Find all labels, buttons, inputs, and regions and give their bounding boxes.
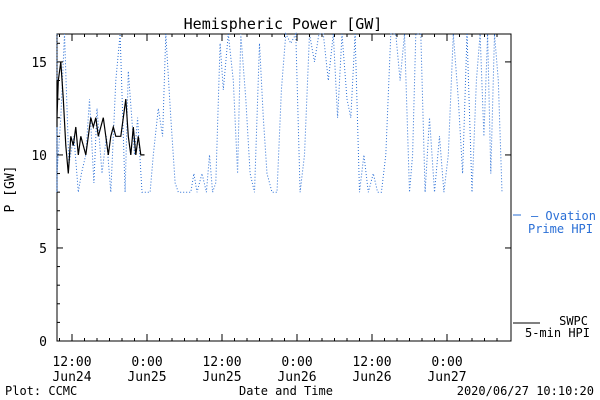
x-tick-time-4: 12:00 (352, 355, 391, 370)
y-tick-label-0: 0 (39, 335, 47, 350)
series-layer (56, 32, 503, 193)
legend-label-ovation-line2: Prime HPI (528, 222, 593, 236)
x-tick-time-2: 12:00 (202, 355, 241, 370)
legend-entry-ovation: — Ovation Prime HPI (513, 209, 596, 236)
plot-frame (56, 33, 512, 342)
x-axis-label: Date and Time (239, 384, 333, 398)
legend: — Ovation Prime HPI SWPC 5-min HPI (513, 209, 596, 340)
legend-label-swpc-line2: 5-min HPI (525, 326, 590, 340)
x-tick-date-4: Jun26 (352, 370, 391, 385)
x-tick-date-2: Jun25 (202, 370, 241, 385)
plot-area (56, 32, 512, 342)
x-tick-date-5: Jun27 (427, 370, 466, 385)
legend-entry-swpc: SWPC 5-min HPI (513, 314, 590, 340)
y-tick-label-15: 15 (31, 56, 47, 71)
legend-label-swpc-line1: SWPC (559, 314, 588, 328)
plot-credit: Plot: CCMC (5, 384, 77, 398)
timestamp: 2020/06/27 10:10:20 (457, 384, 594, 398)
y-axis: 0 5 10 15 (31, 42, 511, 350)
legend-label-ovation-line1: — Ovation (531, 209, 596, 223)
y-axis-label: P [GW] (3, 166, 18, 213)
y-tick-label-5: 5 (39, 242, 47, 257)
x-axis: 12:00Jun240:00Jun2512:00Jun250:00Jun2612… (52, 34, 498, 385)
x-tick-time-0: 12:00 (52, 355, 91, 370)
x-tick-time-1: 0:00 (131, 355, 162, 370)
x-tick-date-0: Jun24 (52, 370, 91, 385)
series-line-ovation-prime-hpi (56, 32, 503, 193)
x-tick-date-1: Jun25 (127, 370, 166, 385)
series-line-swpc-5min-hpi (56, 61, 145, 174)
x-tick-time-3: 0:00 (281, 355, 312, 370)
x-tick-date-3: Jun26 (277, 370, 316, 385)
y-tick-label-10: 10 (31, 149, 47, 164)
x-tick-time-5: 0:00 (431, 355, 462, 370)
chart-title: Hemispheric Power [GW] (184, 15, 383, 33)
